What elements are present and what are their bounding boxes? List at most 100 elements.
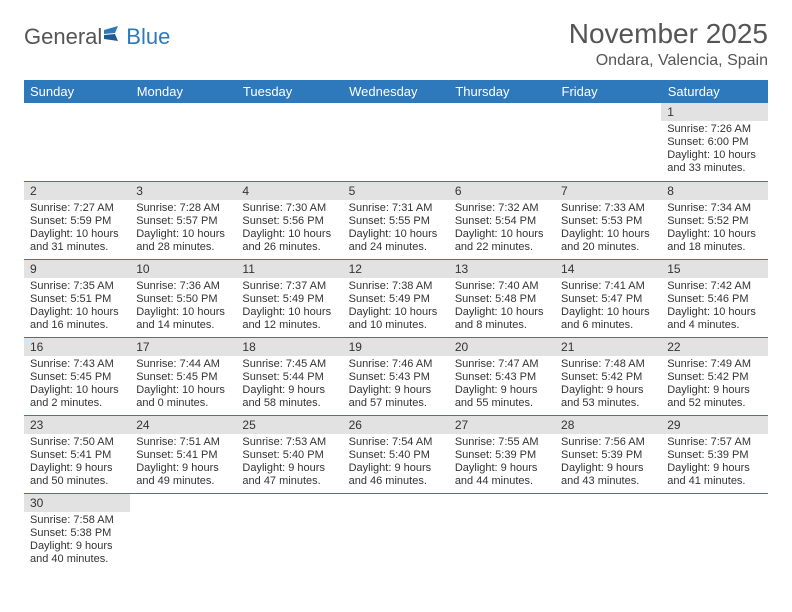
- sunrise-text: Sunrise: 7:48 AM: [561, 358, 655, 371]
- day-number: 20: [449, 338, 555, 356]
- calendar-cell: 18Sunrise: 7:45 AMSunset: 5:44 PMDayligh…: [236, 337, 342, 415]
- day-body: Sunrise: 7:51 AMSunset: 5:41 PMDaylight:…: [130, 434, 236, 492]
- sunset-text: Sunset: 5:46 PM: [667, 293, 761, 306]
- sunset-text: Sunset: 5:54 PM: [455, 215, 549, 228]
- calendar-cell: [555, 493, 661, 571]
- weekday-header: Sunday: [24, 80, 130, 103]
- day-number: 21: [555, 338, 661, 356]
- calendar-cell: 7Sunrise: 7:33 AMSunset: 5:53 PMDaylight…: [555, 181, 661, 259]
- day-body: Sunrise: 7:49 AMSunset: 5:42 PMDaylight:…: [661, 356, 767, 414]
- day-body: Sunrise: 7:46 AMSunset: 5:43 PMDaylight:…: [343, 356, 449, 414]
- calendar-cell: [343, 493, 449, 571]
- weekday-header: Wednesday: [343, 80, 449, 103]
- calendar-cell: 21Sunrise: 7:48 AMSunset: 5:42 PMDayligh…: [555, 337, 661, 415]
- header: General Blue November 2025 Ondara, Valen…: [24, 18, 768, 70]
- daylight-text: Daylight: 10 hours and 18 minutes.: [667, 228, 761, 254]
- day-number: 7: [555, 182, 661, 200]
- calendar: Sunday Monday Tuesday Wednesday Thursday…: [24, 80, 768, 571]
- calendar-cell: 25Sunrise: 7:53 AMSunset: 5:40 PMDayligh…: [236, 415, 342, 493]
- day-body: Sunrise: 7:30 AMSunset: 5:56 PMDaylight:…: [236, 200, 342, 258]
- sunset-text: Sunset: 5:59 PM: [30, 215, 124, 228]
- day-body: Sunrise: 7:58 AMSunset: 5:38 PMDaylight:…: [24, 512, 130, 570]
- sunrise-text: Sunrise: 7:43 AM: [30, 358, 124, 371]
- day-number: 24: [130, 416, 236, 434]
- weekday-header: Tuesday: [236, 80, 342, 103]
- sunrise-text: Sunrise: 7:27 AM: [30, 202, 124, 215]
- daylight-text: Daylight: 9 hours and 55 minutes.: [455, 384, 549, 410]
- sunrise-text: Sunrise: 7:45 AM: [242, 358, 336, 371]
- sunrise-text: Sunrise: 7:37 AM: [242, 280, 336, 293]
- daylight-text: Daylight: 10 hours and 6 minutes.: [561, 306, 655, 332]
- day-body: Sunrise: 7:56 AMSunset: 5:39 PMDaylight:…: [555, 434, 661, 492]
- sunrise-text: Sunrise: 7:26 AM: [667, 123, 761, 136]
- day-number: 14: [555, 260, 661, 278]
- sunset-text: Sunset: 5:45 PM: [30, 371, 124, 384]
- calendar-cell: 9Sunrise: 7:35 AMSunset: 5:51 PMDaylight…: [24, 259, 130, 337]
- day-number: 29: [661, 416, 767, 434]
- daylight-text: Daylight: 10 hours and 10 minutes.: [349, 306, 443, 332]
- calendar-cell: 20Sunrise: 7:47 AMSunset: 5:43 PMDayligh…: [449, 337, 555, 415]
- weekday-header: Saturday: [661, 80, 767, 103]
- calendar-cell: 4Sunrise: 7:30 AMSunset: 5:56 PMDaylight…: [236, 181, 342, 259]
- calendar-cell: 13Sunrise: 7:40 AMSunset: 5:48 PMDayligh…: [449, 259, 555, 337]
- day-body: Sunrise: 7:47 AMSunset: 5:43 PMDaylight:…: [449, 356, 555, 414]
- daylight-text: Daylight: 10 hours and 28 minutes.: [136, 228, 230, 254]
- sunrise-text: Sunrise: 7:40 AM: [455, 280, 549, 293]
- calendar-row: 1Sunrise: 7:26 AMSunset: 6:00 PMDaylight…: [24, 103, 768, 181]
- sunset-text: Sunset: 5:42 PM: [561, 371, 655, 384]
- daylight-text: Daylight: 10 hours and 0 minutes.: [136, 384, 230, 410]
- calendar-cell: 29Sunrise: 7:57 AMSunset: 5:39 PMDayligh…: [661, 415, 767, 493]
- day-number: 9: [24, 260, 130, 278]
- sunrise-text: Sunrise: 7:57 AM: [667, 436, 761, 449]
- day-body: Sunrise: 7:55 AMSunset: 5:39 PMDaylight:…: [449, 434, 555, 492]
- day-number: 19: [343, 338, 449, 356]
- calendar-cell: 24Sunrise: 7:51 AMSunset: 5:41 PMDayligh…: [130, 415, 236, 493]
- daylight-text: Daylight: 10 hours and 12 minutes.: [242, 306, 336, 332]
- sunrise-text: Sunrise: 7:42 AM: [667, 280, 761, 293]
- sunset-text: Sunset: 5:50 PM: [136, 293, 230, 306]
- calendar-cell: 17Sunrise: 7:44 AMSunset: 5:45 PMDayligh…: [130, 337, 236, 415]
- day-number: 23: [24, 416, 130, 434]
- day-body: Sunrise: 7:54 AMSunset: 5:40 PMDaylight:…: [343, 434, 449, 492]
- weekday-header: Thursday: [449, 80, 555, 103]
- sunset-text: Sunset: 5:44 PM: [242, 371, 336, 384]
- day-number: 11: [236, 260, 342, 278]
- calendar-cell: 28Sunrise: 7:56 AMSunset: 5:39 PMDayligh…: [555, 415, 661, 493]
- sunset-text: Sunset: 5:51 PM: [30, 293, 124, 306]
- calendar-cell: [449, 103, 555, 181]
- weekday-header-row: Sunday Monday Tuesday Wednesday Thursday…: [24, 80, 768, 103]
- sunset-text: Sunset: 5:45 PM: [136, 371, 230, 384]
- day-body: Sunrise: 7:27 AMSunset: 5:59 PMDaylight:…: [24, 200, 130, 258]
- day-number: 13: [449, 260, 555, 278]
- sunrise-text: Sunrise: 7:56 AM: [561, 436, 655, 449]
- calendar-row: 16Sunrise: 7:43 AMSunset: 5:45 PMDayligh…: [24, 337, 768, 415]
- calendar-cell: 6Sunrise: 7:32 AMSunset: 5:54 PMDaylight…: [449, 181, 555, 259]
- day-number: 17: [130, 338, 236, 356]
- sunrise-text: Sunrise: 7:54 AM: [349, 436, 443, 449]
- sunrise-text: Sunrise: 7:58 AM: [30, 514, 124, 527]
- daylight-text: Daylight: 9 hours and 50 minutes.: [30, 462, 124, 488]
- sunset-text: Sunset: 5:42 PM: [667, 371, 761, 384]
- calendar-cell: [555, 103, 661, 181]
- daylight-text: Daylight: 10 hours and 4 minutes.: [667, 306, 761, 332]
- sunset-text: Sunset: 5:47 PM: [561, 293, 655, 306]
- day-body: Sunrise: 7:38 AMSunset: 5:49 PMDaylight:…: [343, 278, 449, 336]
- sunset-text: Sunset: 5:38 PM: [30, 527, 124, 540]
- page-title: November 2025: [569, 18, 768, 50]
- calendar-cell: 12Sunrise: 7:38 AMSunset: 5:49 PMDayligh…: [343, 259, 449, 337]
- daylight-text: Daylight: 10 hours and 33 minutes.: [667, 149, 761, 175]
- sunset-text: Sunset: 5:39 PM: [561, 449, 655, 462]
- daylight-text: Daylight: 9 hours and 40 minutes.: [30, 540, 124, 566]
- sunset-text: Sunset: 5:55 PM: [349, 215, 443, 228]
- day-body: Sunrise: 7:48 AMSunset: 5:42 PMDaylight:…: [555, 356, 661, 414]
- sunrise-text: Sunrise: 7:41 AM: [561, 280, 655, 293]
- daylight-text: Daylight: 9 hours and 47 minutes.: [242, 462, 336, 488]
- day-number: 5: [343, 182, 449, 200]
- sunrise-text: Sunrise: 7:47 AM: [455, 358, 549, 371]
- calendar-cell: 30Sunrise: 7:58 AMSunset: 5:38 PMDayligh…: [24, 493, 130, 571]
- sunrise-text: Sunrise: 7:28 AM: [136, 202, 230, 215]
- day-number: 30: [24, 494, 130, 512]
- calendar-cell: [236, 103, 342, 181]
- calendar-cell: 1Sunrise: 7:26 AMSunset: 6:00 PMDaylight…: [661, 103, 767, 181]
- day-number: 8: [661, 182, 767, 200]
